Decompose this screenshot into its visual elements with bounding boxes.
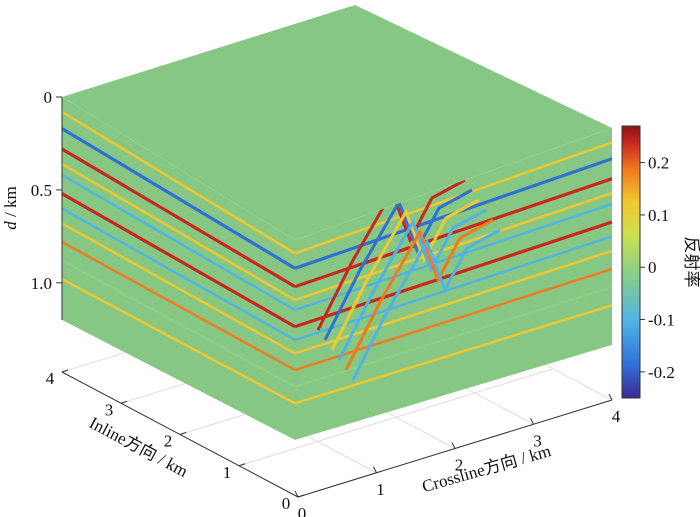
- inline-axis-label: Inline方向 / km: [86, 413, 191, 481]
- inline-reflector-10: [62, 278, 295, 405]
- fold-horizon-3: [337, 208, 487, 361]
- colorbar: 0.2 0.1 0 -0.1 -0.2 反射率: [621, 125, 700, 399]
- colorbar-label: 反射率: [682, 237, 700, 288]
- inline-tick-label-3: 3: [105, 400, 114, 419]
- crossline-axis-label: Crossline方向 / km: [420, 441, 553, 496]
- inline-tick-label-1: 1: [223, 463, 232, 482]
- inline-face: [62, 97, 295, 440]
- inline-tick-4: [61, 369, 69, 373]
- crossline-tick-0: [294, 490, 299, 498]
- inline-reflector-5: [62, 192, 295, 329]
- inline-reflector-1: [62, 127, 295, 270]
- inline-reflector-8: [62, 240, 295, 372]
- crossline-reflector-3: [295, 191, 612, 302]
- crossline-reflector-7: [295, 249, 612, 355]
- depth-tick-label-0: 0: [44, 88, 53, 107]
- fold-horizon-4: [344, 218, 494, 371]
- inline-reflector-6: [62, 207, 295, 342]
- inline-reflector-4: [62, 174, 295, 312]
- inline-reflector-7: [62, 222, 295, 355]
- inline-reflector-9: [62, 259, 295, 388]
- depth-axis: 0 0.5 1.0 d / km: [1, 88, 63, 320]
- inline-tick-1: [238, 463, 246, 467]
- inline-tick-label-2: 2: [164, 432, 173, 451]
- crossline-tick-label-0: 0: [298, 504, 307, 517]
- depth-axis-label: d / km: [1, 186, 20, 229]
- colorbar-tick-label-2: 0: [648, 258, 657, 277]
- fold-horizon-1: [323, 188, 473, 341]
- crossline-reflector-6: [295, 235, 612, 342]
- colorbar-tick-label-3: -0.1: [648, 311, 675, 330]
- fold-horizon-2: [330, 198, 480, 351]
- depth-tick-label-2: 1.0: [31, 274, 52, 293]
- crossline-tick-1: [373, 466, 377, 473]
- crossline-tick-label-2: 2: [455, 456, 464, 475]
- inline-tick-label-4: 4: [46, 369, 55, 388]
- crossline-reflector-8: [295, 267, 612, 372]
- crossline-reflector-10: [295, 304, 612, 405]
- inline-reflector-3: [62, 162, 295, 302]
- colorbar-gradient: [621, 125, 641, 399]
- inline-tick-2: [179, 432, 187, 435]
- fold-horizon-0: [316, 178, 466, 331]
- crossline-face: [295, 128, 612, 440]
- inline-tick-3: [120, 400, 128, 404]
- fold-horizon-5: [351, 228, 501, 381]
- crossline-reflector-9: [295, 285, 612, 388]
- top-face: [62, 5, 612, 240]
- crossline-tick-label-1: 1: [376, 480, 385, 499]
- crossline-tick-2: [451, 442, 456, 449]
- crossline-tick-label-3: 3: [533, 431, 542, 450]
- crossline-tick-4: [608, 393, 613, 401]
- depth-tick-label-1: 0.5: [31, 181, 52, 200]
- crossline-tick-label-4: 4: [612, 407, 621, 426]
- fold-structure: [316, 178, 501, 381]
- inline-reflector-0: [62, 110, 295, 255]
- crossline-reflector-0: [295, 141, 612, 255]
- colorbar-tick-label-0: 0.2: [648, 154, 669, 173]
- crossline-tick-3: [530, 418, 534, 425]
- colorbar-tick-label-1: 0.1: [648, 206, 669, 225]
- inline-reflector-2: [62, 147, 295, 289]
- inline-tick-label-0: 0: [282, 494, 291, 513]
- colorbar-tick-label-4: -0.2: [648, 363, 675, 382]
